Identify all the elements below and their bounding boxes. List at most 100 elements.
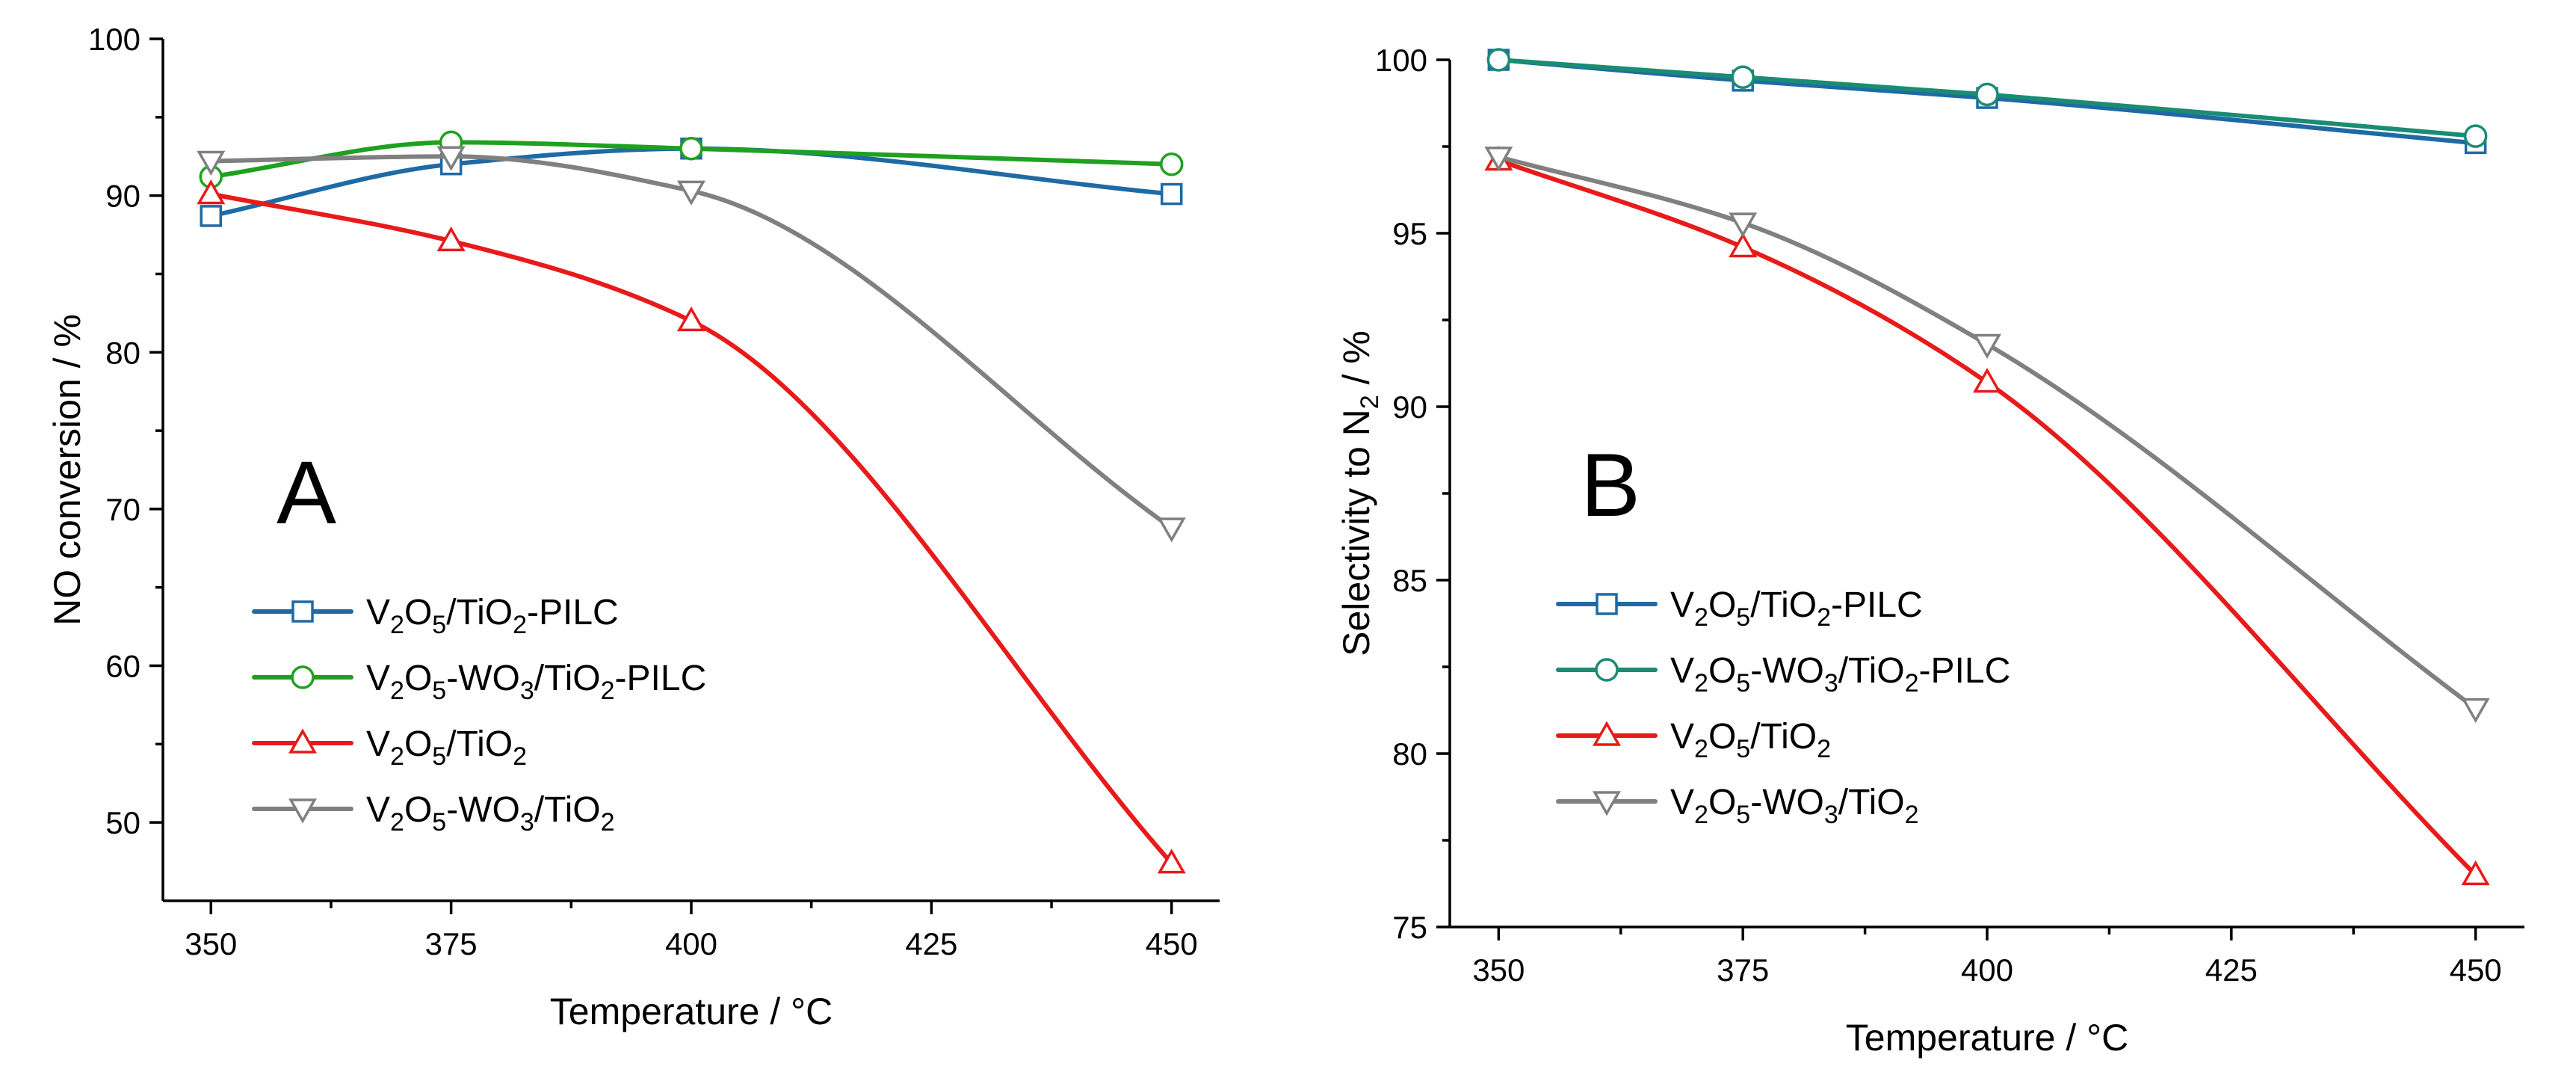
panel-a-legend-label-part: 2 (513, 611, 527, 639)
panel-b-series-v2o5-tio2-point (1972, 367, 2002, 393)
panel-a-series-v2o5-wo3-tio2-pilc-point (1159, 152, 1184, 176)
panel-a-legend-label-part: /TiO (446, 593, 513, 632)
panel-b-x-tick-label: 400 (1961, 952, 2013, 988)
panel-b-x-tick-label: 375 (1717, 952, 1769, 988)
panel-a-legend-label-part: V (366, 593, 390, 632)
panel-b-series-v2o5-wo3-tio2-pilc (1486, 48, 2488, 148)
panel-a-legend-label-part: /TiO (534, 659, 601, 698)
panel-b-legend-label-part: V (1670, 651, 1694, 691)
panel-b-legend-label-part: 5 (1736, 735, 1750, 763)
panel-b-legend-swatch-marker (1592, 791, 1622, 816)
panel-b-series-v2o5-wo3-tio2-pilc-line (1496, 58, 2478, 139)
panel-a-legend-label-part: 3 (520, 677, 534, 705)
panel-a-series-v2o5-wo3-tio2-point (197, 150, 226, 176)
panel-b-series-v2o5-wo3-tio2-point (1972, 333, 2002, 360)
panel-a-legend-label-part: O (404, 659, 432, 698)
panel-b-legend-label-part: V (1670, 717, 1694, 757)
panel-b-series-v2o5-tio2-point (1729, 232, 1758, 258)
panel-a-series-v2o5-wo3-tio2-pilc-point (679, 136, 703, 161)
panel-a-legend-swatch-marker (288, 798, 318, 824)
panel-b-y-axis-title-part: / % (1335, 330, 1377, 395)
panel-a-legend-label-part: V (366, 724, 390, 764)
panel-a-series-v2o5-wo3-tio2 (197, 146, 1186, 543)
panel-b-y-axis-title: Selectivity to N2 / % (1335, 330, 1384, 656)
panel-b-legend-label-part: 2 (1905, 801, 1919, 829)
panel-a-x-axis-title: Temperature / °C (550, 991, 833, 1032)
panel-a-legend-label: V2O5/TiO2 (366, 724, 527, 771)
panel-a-legend-item: V2O5/TiO2 (252, 724, 527, 771)
panel-a-x-tick-label: 425 (905, 926, 957, 961)
panel-b-legend-label: V2O5-WO3/TiO2-PILC (1670, 651, 2010, 697)
panel-a-legend-item: V2O5-WO3/TiO2 (252, 790, 615, 837)
panel-a-y-tick-label: 70 (105, 492, 140, 527)
panel-a-series-v2o5-wo3-tio2-line (209, 154, 1174, 531)
panel-b-y-tick-label: 85 (1392, 563, 1427, 598)
panel-b-series-v2o5-wo3-tio2-point (1729, 212, 1758, 238)
panel-a-series-v2o5-wo3-tio2-point (676, 180, 706, 206)
panel-a-legend-label-part: 5 (432, 611, 446, 639)
panel-b-selectivity-chart: 350 375 400 425 450 75 80 85 90 95 100 Temperature … (1335, 43, 2524, 1059)
panel-b-legend-label-part: /TiO (1838, 783, 1905, 822)
panel-a-legend-label-part: /TiO (534, 790, 601, 830)
panel-b-y-tick-label: 95 (1392, 216, 1427, 251)
panel-a-y-tick-label: 60 (105, 649, 140, 684)
panel-a-legend-label-part: 5 (432, 808, 446, 837)
panel-a-legend-label-part: 2 (390, 677, 404, 705)
panel-a-x-tick-label: 350 (185, 926, 237, 961)
panel-a-legend-label-part: 2 (601, 677, 615, 705)
panel-b-legend-label-part: 2 (1694, 669, 1708, 697)
panel-a-series-v2o5-tio2-point (676, 306, 706, 332)
panel-a-legend-label-part: 2 (390, 611, 404, 639)
panel-a-legend: V2O5/TiO2-PILCV2O5-WO3/TiO2-PILCV2O5/TiO… (252, 593, 706, 837)
panel-a-series-v2o5-tio2-point (436, 226, 466, 252)
panel-b-legend-label-part: -WO (1750, 651, 1824, 691)
panel-b-legend-label-part: V (1670, 783, 1694, 822)
panel-a-legend-label-part: 5 (432, 742, 446, 771)
panel-b-y-axis-title-part: Selectivity to N (1335, 409, 1377, 656)
panel-b-x-tick-label: 450 (2450, 952, 2502, 988)
panel-b-legend-label-part: O (1708, 717, 1736, 757)
panel-a-series-v2o5-tio2 (197, 179, 1186, 874)
panel-b-x-tick-label: 350 (1472, 952, 1525, 988)
panel-a-legend-label-part: 3 (520, 808, 534, 837)
panel-a-legend-label: V2O5-WO3/TiO2-PILC (366, 659, 706, 705)
panel-a-x-tick-label: 450 (1146, 926, 1198, 961)
panel-b-series-v2o5-tio2-line (1496, 158, 2478, 878)
panel-b-y-tick-label: 80 (1392, 736, 1427, 772)
panel-a-legend-item: V2O5/TiO2-PILC (252, 593, 619, 639)
panel-b-legend-label-part: 2 (1694, 603, 1708, 632)
panel-a-legend-label-part: O (404, 724, 432, 764)
panel-a-legend-swatch-marker (291, 600, 314, 623)
panel-b-legend-label-part: -PILC (1919, 651, 2011, 691)
panel-b-legend-swatch-marker (1596, 593, 1618, 615)
panel-a-legend-label: V2O5-WO3/TiO2 (366, 790, 615, 837)
panel-a-legend-label-part: V (366, 659, 390, 698)
panel-b-legend-label-part: 5 (1736, 603, 1750, 632)
panel-a-legend-label-part: -PILC (615, 659, 707, 698)
panel-a-series-v2o5-tio2-pilc-point (1160, 182, 1183, 206)
panel-a-legend-label: V2O5/TiO2-PILC (366, 593, 619, 639)
panel-b-y-axis-title-group: Selectivity to N2 / % (1335, 330, 1384, 656)
panel-b-series-v2o5-wo3-tio2 (1484, 147, 2490, 724)
panel-b-legend-label-part: /TiO (1750, 717, 1817, 757)
panel-a-no-conversion-chart: 350 375 400 425 450 50 60 70 80 90 100 Temperature … (46, 22, 1220, 1032)
panel-a-legend-label-part: /TiO (446, 724, 513, 764)
panel-a-x-tick-label: 375 (425, 926, 478, 961)
panel-b-legend: V2O5/TiO2-PILCV2O5-WO3/TiO2-PILCV2O5/TiO… (1556, 585, 2010, 829)
panel-a-legend-label-part: 2 (390, 808, 404, 837)
panel-b-legend-item: V2O5/TiO2 (1556, 717, 1831, 763)
panel-a-legend-label-part: 2 (513, 742, 527, 771)
panel-a-y-tick-label: 80 (105, 335, 140, 370)
panel-b-legend-label-part: 2 (1905, 669, 1919, 697)
panel-b-legend-label-part: V (1670, 585, 1694, 625)
panel-a-label: A (277, 443, 336, 543)
panel-a-y-axis-title-group: NO conversion / % (46, 314, 88, 626)
panel-a-y-tick-label: 100 (88, 22, 140, 57)
panel-b-label: B (1581, 435, 1640, 535)
panel-b-x-axis-title: Temperature / °C (1846, 1017, 2128, 1059)
panel-a-y-tick-label: 90 (105, 179, 140, 214)
panel-b-legend-item: V2O5-WO3/TiO2 (1556, 783, 1919, 829)
panel-a-legend-label-part: V (366, 790, 390, 830)
panel-b-series-v2o5-wo3-tio2-pilc-point (1975, 82, 1999, 107)
